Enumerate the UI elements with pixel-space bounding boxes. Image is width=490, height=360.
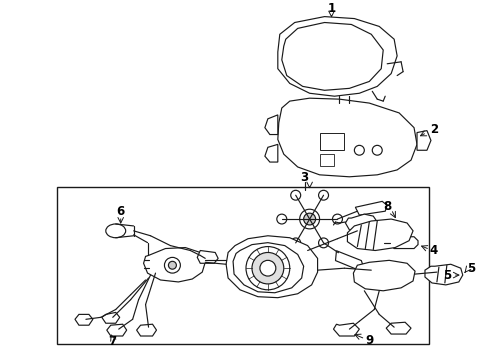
Polygon shape — [75, 314, 93, 325]
Polygon shape — [265, 144, 278, 162]
Polygon shape — [353, 260, 415, 291]
Circle shape — [318, 190, 328, 200]
Polygon shape — [107, 324, 127, 336]
Circle shape — [291, 238, 301, 248]
Polygon shape — [278, 17, 397, 96]
Polygon shape — [265, 115, 278, 135]
Polygon shape — [417, 131, 431, 150]
Circle shape — [169, 261, 176, 269]
Polygon shape — [137, 324, 156, 336]
Polygon shape — [336, 251, 363, 270]
Text: 2: 2 — [430, 123, 438, 136]
Polygon shape — [347, 219, 413, 251]
Polygon shape — [425, 264, 463, 285]
Circle shape — [246, 247, 290, 290]
Ellipse shape — [106, 224, 125, 238]
Circle shape — [260, 260, 276, 276]
Text: 5: 5 — [466, 262, 475, 275]
Bar — [319, 154, 335, 166]
Polygon shape — [355, 201, 387, 215]
Polygon shape — [102, 312, 120, 323]
Polygon shape — [278, 98, 417, 177]
Polygon shape — [386, 322, 411, 334]
Bar — [57, 186, 429, 344]
Text: 1: 1 — [327, 2, 336, 15]
Text: 3: 3 — [300, 171, 309, 184]
Text: 5: 5 — [443, 269, 451, 282]
Text: 4: 4 — [430, 244, 438, 257]
Text: 9: 9 — [365, 334, 373, 347]
Polygon shape — [233, 243, 304, 293]
Polygon shape — [334, 323, 359, 336]
Polygon shape — [390, 237, 418, 248]
Circle shape — [333, 214, 343, 224]
Text: 8: 8 — [383, 200, 392, 213]
Circle shape — [304, 213, 316, 225]
Circle shape — [291, 190, 301, 200]
Circle shape — [277, 214, 287, 224]
Text: 6: 6 — [117, 205, 125, 218]
Bar — [319, 132, 344, 150]
Circle shape — [318, 238, 328, 248]
Text: 7: 7 — [109, 336, 117, 348]
Circle shape — [300, 209, 319, 229]
Polygon shape — [144, 248, 205, 282]
Polygon shape — [226, 236, 318, 298]
Circle shape — [252, 252, 284, 284]
Polygon shape — [345, 214, 377, 232]
Polygon shape — [197, 251, 218, 263]
